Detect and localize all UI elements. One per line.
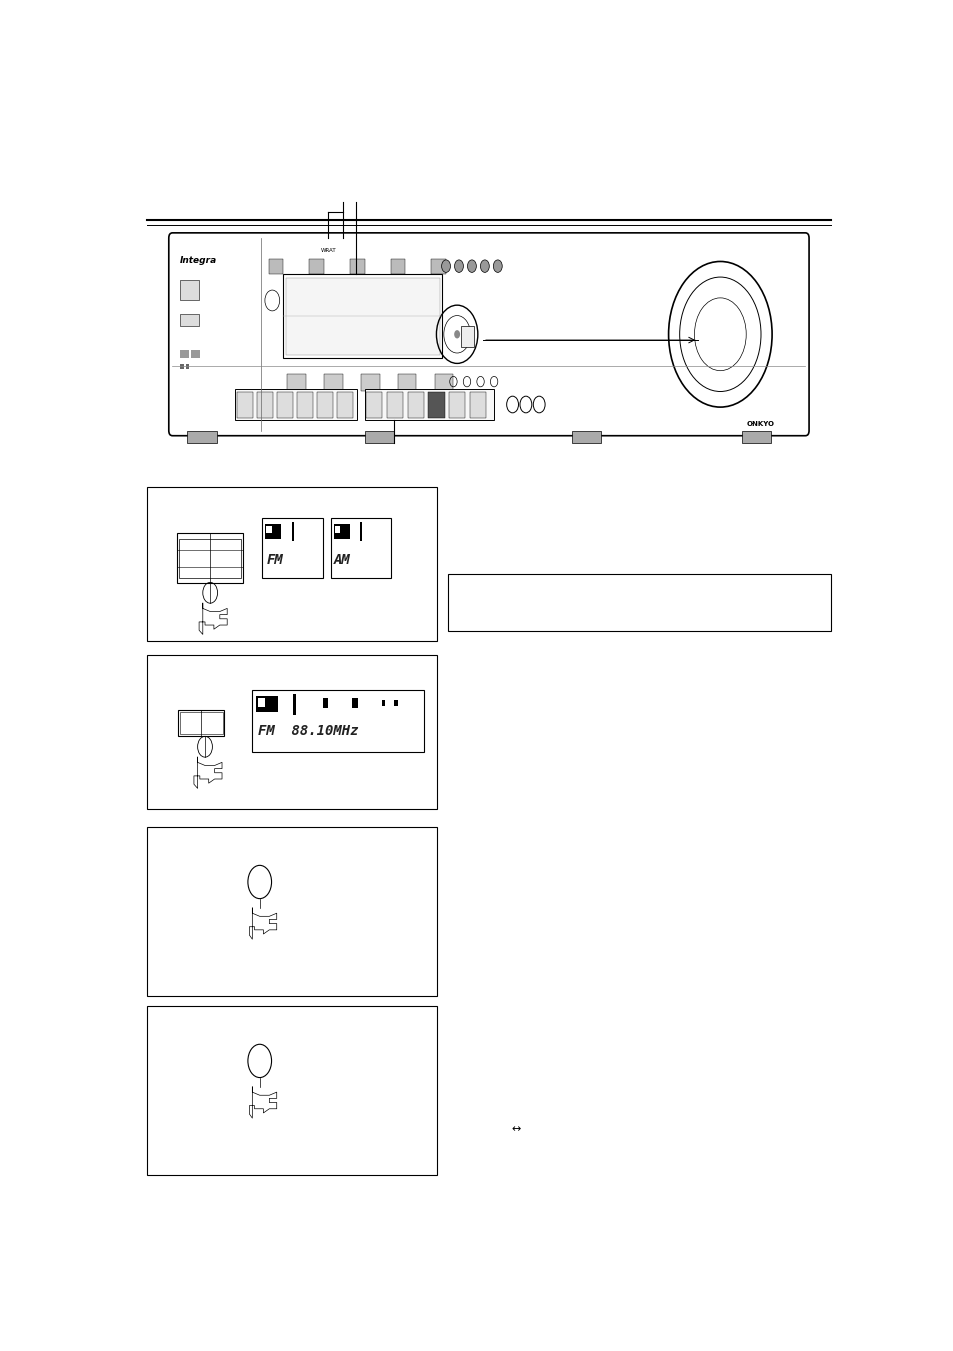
Text: WRAT: WRAT bbox=[320, 249, 335, 253]
Bar bbox=[322, 698, 328, 708]
Bar bbox=[316, 392, 333, 417]
Circle shape bbox=[441, 259, 450, 273]
Bar bbox=[431, 259, 446, 274]
Bar bbox=[180, 280, 199, 300]
Bar bbox=[293, 693, 295, 715]
Bar bbox=[309, 259, 324, 274]
Text: AM: AM bbox=[334, 553, 350, 566]
Bar bbox=[269, 259, 283, 274]
Bar bbox=[147, 827, 436, 997]
Bar bbox=[366, 392, 382, 417]
Bar bbox=[187, 431, 216, 443]
Bar bbox=[428, 392, 444, 417]
Bar bbox=[276, 392, 293, 417]
Bar bbox=[147, 655, 436, 809]
Bar bbox=[335, 526, 340, 534]
Bar bbox=[283, 274, 442, 358]
Bar bbox=[266, 526, 272, 534]
Bar bbox=[390, 259, 405, 274]
Bar bbox=[324, 374, 342, 390]
Bar bbox=[147, 486, 436, 640]
Bar bbox=[360, 374, 379, 390]
Bar bbox=[364, 431, 394, 443]
Bar bbox=[571, 431, 600, 443]
Bar bbox=[265, 524, 281, 539]
Bar bbox=[255, 696, 278, 712]
Bar bbox=[296, 392, 313, 417]
Bar bbox=[235, 389, 357, 420]
Circle shape bbox=[454, 259, 463, 273]
Bar bbox=[460, 326, 474, 347]
Text: Integra: Integra bbox=[180, 257, 217, 265]
Bar bbox=[287, 374, 305, 390]
Bar bbox=[350, 259, 364, 274]
Bar bbox=[331, 517, 391, 578]
Text: FM: FM bbox=[266, 553, 283, 566]
Bar bbox=[360, 521, 362, 540]
Bar bbox=[252, 689, 423, 753]
Bar bbox=[178, 711, 224, 736]
Circle shape bbox=[480, 259, 489, 273]
Bar bbox=[336, 392, 353, 417]
Bar bbox=[180, 313, 199, 327]
Bar bbox=[407, 392, 423, 417]
Bar bbox=[381, 700, 385, 707]
Bar bbox=[180, 712, 222, 734]
Bar bbox=[262, 517, 322, 578]
Bar bbox=[180, 363, 183, 369]
Bar bbox=[292, 521, 294, 540]
Bar bbox=[191, 350, 199, 358]
Bar bbox=[741, 431, 771, 443]
Bar bbox=[397, 374, 416, 390]
Bar bbox=[179, 539, 241, 578]
Bar bbox=[236, 392, 253, 417]
Bar bbox=[447, 574, 830, 631]
Bar bbox=[435, 374, 453, 390]
Bar bbox=[180, 350, 189, 358]
Circle shape bbox=[454, 330, 459, 339]
Bar bbox=[387, 392, 403, 417]
Bar bbox=[285, 277, 439, 354]
Bar bbox=[364, 389, 494, 420]
Bar bbox=[334, 524, 350, 539]
Bar bbox=[394, 700, 397, 707]
Text: ↔: ↔ bbox=[511, 1124, 520, 1135]
Bar bbox=[352, 698, 357, 708]
Bar bbox=[449, 392, 465, 417]
Bar bbox=[147, 1005, 436, 1175]
Circle shape bbox=[467, 259, 476, 273]
Bar bbox=[469, 392, 485, 417]
Bar bbox=[257, 698, 265, 707]
Bar bbox=[176, 534, 243, 584]
Bar bbox=[256, 392, 273, 417]
Text: ONKYO: ONKYO bbox=[745, 422, 774, 427]
Text: FM  88.10MHz: FM 88.10MHz bbox=[258, 724, 358, 738]
Bar bbox=[186, 363, 190, 369]
Circle shape bbox=[493, 259, 501, 273]
